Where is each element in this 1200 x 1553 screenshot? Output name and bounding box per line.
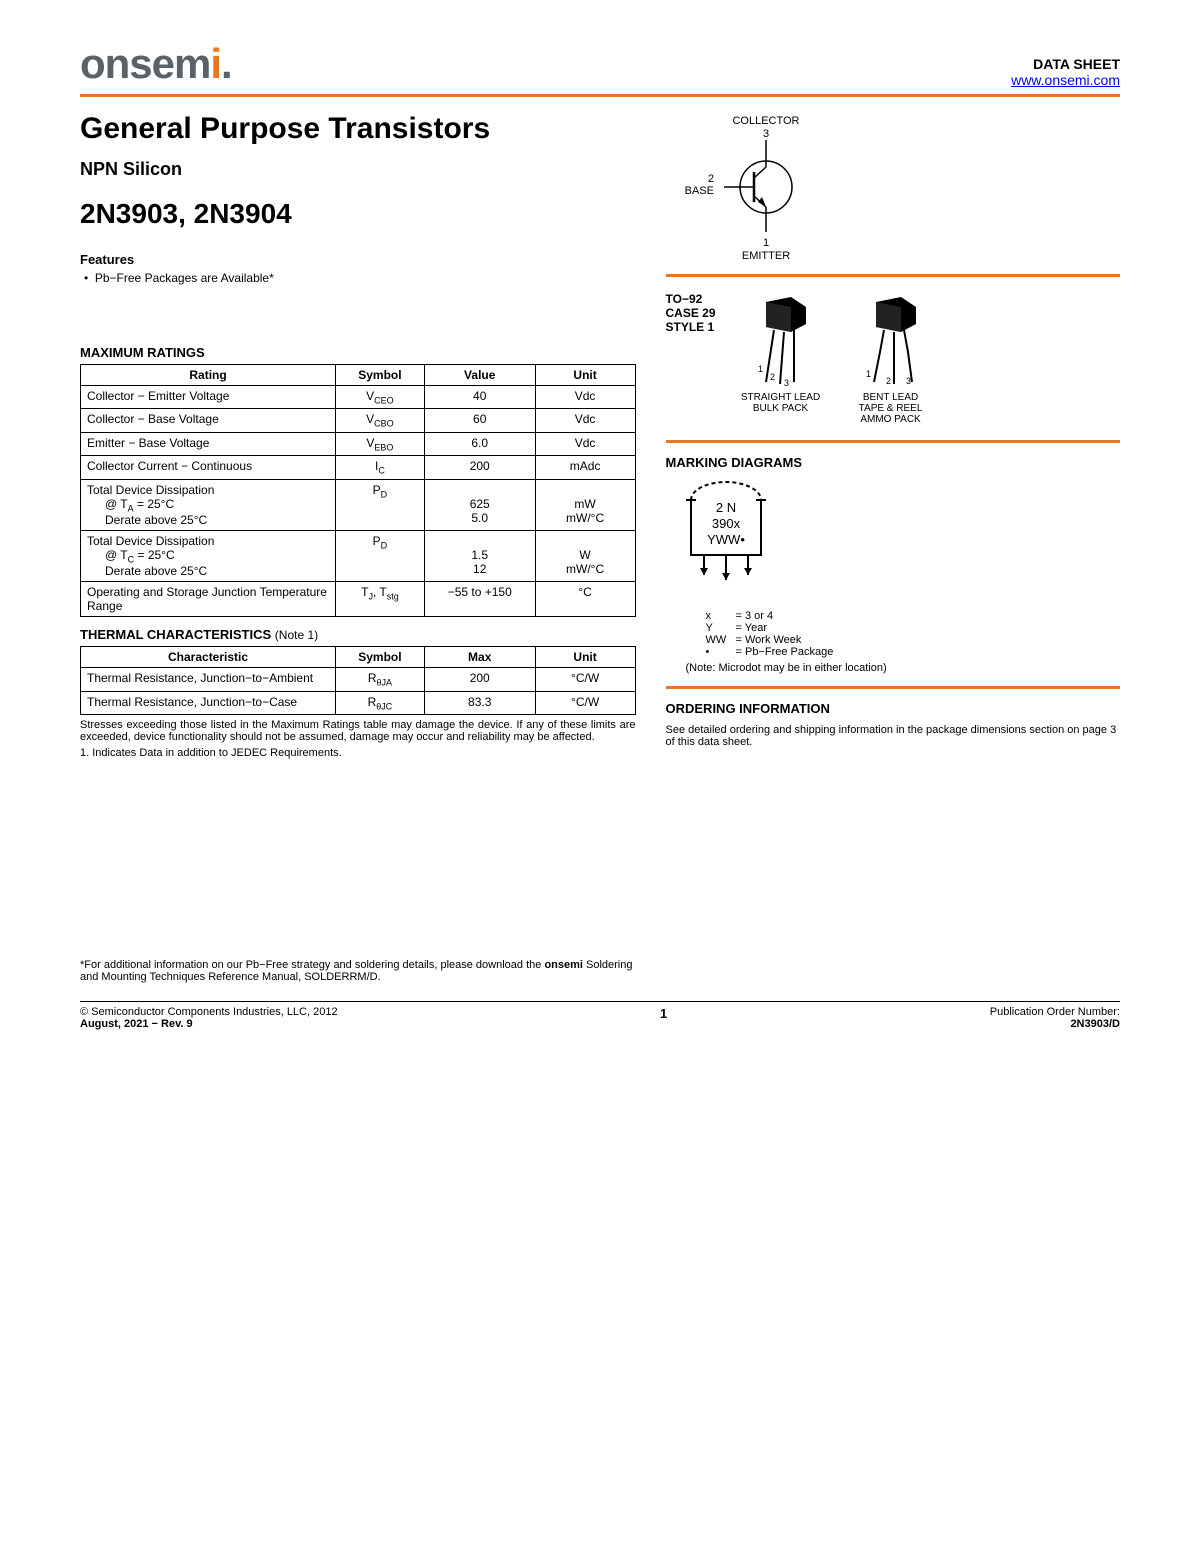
website-link[interactable]: www.onsemi.com bbox=[1011, 72, 1120, 88]
package-bent: 1 2 3 BENT LEAD TAPE & REEL AMMO PACK bbox=[846, 292, 936, 425]
svg-text:3: 3 bbox=[906, 376, 911, 386]
stress-note: Stresses exceeding those listed in the M… bbox=[80, 719, 636, 743]
svg-text:2: 2 bbox=[886, 376, 891, 386]
features-heading: Features bbox=[80, 252, 636, 267]
marking-heading: MARKING DIAGRAMS bbox=[666, 455, 1121, 470]
svg-text:COLLECTOR: COLLECTOR bbox=[732, 115, 799, 127]
datasheet-label: DATA SHEET bbox=[1011, 56, 1120, 72]
divider bbox=[666, 440, 1121, 443]
thermal-table: Characteristic Symbol Max Unit Thermal R… bbox=[80, 646, 636, 715]
page-title: General Purpose Transistors bbox=[80, 112, 636, 145]
thermal-heading: THERMAL CHARACTERISTICS (Note 1) bbox=[80, 627, 636, 642]
svg-text:3: 3 bbox=[784, 378, 789, 388]
svg-text:390x: 390x bbox=[711, 516, 740, 531]
max-ratings-table: Rating Symbol Value Unit Collector − Emi… bbox=[80, 364, 636, 617]
svg-text:BASE: BASE bbox=[684, 185, 713, 197]
svg-text:1: 1 bbox=[758, 364, 763, 374]
svg-text:1: 1 bbox=[762, 237, 768, 249]
pb-free-footnote: *For additional information on our Pb−Fr… bbox=[80, 959, 636, 983]
svg-text:2 N: 2 N bbox=[715, 500, 735, 515]
ordering-text: See detailed ordering and shipping infor… bbox=[666, 724, 1121, 748]
transistor-symbol: COLLECTOR 3 2 BASE 1 EMITTER bbox=[666, 112, 1121, 262]
svg-text:3: 3 bbox=[762, 128, 768, 140]
marking-legend: x= 3 or 4Y= YearWW= Work Week•= Pb−Free … bbox=[706, 610, 1121, 658]
divider bbox=[666, 686, 1121, 689]
subtitle: NPN Silicon bbox=[80, 159, 636, 180]
part-number: 2N3903, 2N3904 bbox=[80, 198, 636, 230]
package-row: TO−92 CASE 29 STYLE 1 1 2 3 STRAIGHT LEA… bbox=[666, 292, 1121, 425]
svg-text:2: 2 bbox=[707, 173, 713, 185]
svg-text:YWW•: YWW• bbox=[707, 532, 745, 547]
svg-text:EMITTER: EMITTER bbox=[741, 250, 789, 262]
ordering-heading: ORDERING INFORMATION bbox=[666, 701, 1121, 716]
marking-note: (Note: Microdot may be in either locatio… bbox=[686, 662, 1121, 674]
logo: onsemi. bbox=[80, 40, 232, 88]
svg-text:1: 1 bbox=[866, 369, 871, 379]
marking-diagram: 2 N 390x YWW• bbox=[666, 480, 1121, 600]
header-rule bbox=[80, 94, 1120, 97]
svg-text:2: 2 bbox=[770, 372, 775, 382]
package-straight: 1 2 3 STRAIGHT LEAD BULK PACK bbox=[736, 292, 826, 414]
note1: 1. Indicates Data in addition to JEDEC R… bbox=[80, 747, 636, 759]
divider bbox=[666, 274, 1121, 277]
footer-rule bbox=[80, 1001, 1120, 1002]
max-ratings-heading: MAXIMUM RATINGS bbox=[80, 345, 636, 360]
feature-item: • Pb−Free Packages are Available* bbox=[84, 271, 636, 285]
footer: © Semiconductor Components Industries, L… bbox=[80, 1006, 1120, 1030]
